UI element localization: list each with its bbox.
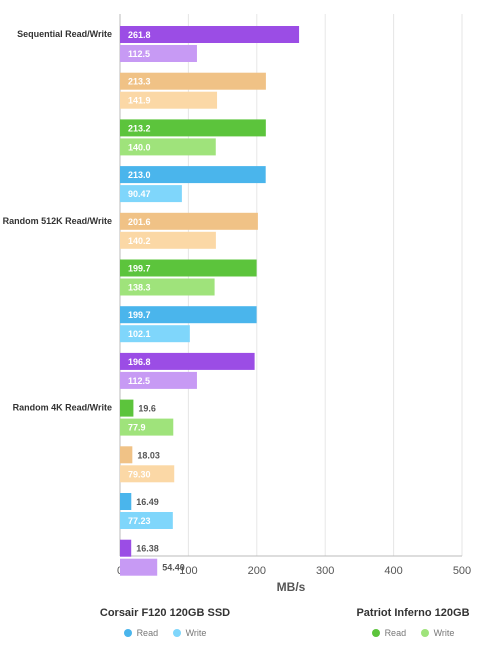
legend-dot-icon [123,629,132,637]
bar-value-label: 141.9 [128,96,151,106]
bar-read [120,493,132,510]
bar-value-label: 77.23 [128,516,151,526]
bar-write [120,185,182,203]
bar-value-label: 199.7 [128,310,151,320]
bar-value-label: 213.0 [128,170,151,180]
legend-label: Write [433,628,455,638]
bar-write [120,45,197,62]
bar-read [120,399,134,417]
bar-value-label: 140.2 [128,236,151,246]
bar-write [120,138,216,156]
legend-item-patriot-write[interactable]: Write [420,628,455,638]
legend-item-patriot-read[interactable]: Read [371,628,407,638]
bar-read [120,259,257,277]
bar-value-label: 102.1 [128,329,151,339]
legend-dot-icon [371,629,380,637]
bar-write [120,465,175,483]
bar-value-label: 112.5 [128,49,150,59]
x-tick-label: 500 [453,565,471,577]
legend-title-corsair: Corsair F120 120GB SSD [99,607,231,619]
bar-read [120,119,266,137]
legend-title-patriot: Patriot Inferno 120GB [356,607,470,619]
bar-write [120,418,174,436]
bar-read [120,26,300,43]
legend-patriot: Patriot Inferno 120GB Read Write [313,607,480,638]
bar-write [120,91,218,109]
bar-read [120,166,266,184]
bar-value-label: 54.40 [162,563,185,573]
category-label: Sequential Read/Write [17,29,112,39]
bar-write [120,371,197,389]
bar-value-label: 79.30 [128,469,151,479]
bar-value-label: 196.8 [128,357,151,367]
bar-value-label: 16.49 [136,497,159,507]
legend-label: Read [136,628,159,638]
legend-label: Read [384,628,407,638]
legend-corsair: Corsair F120 120GB SSD Read Write [65,607,265,638]
legend-label: Write [185,628,207,638]
bar-value-label: 19.6 [138,404,156,414]
category-label: Random 512K Read/Write [3,216,112,226]
bar-value-label: 213.2 [128,123,151,133]
bar-value-label: 201.6 [128,217,151,227]
bar-read [120,306,257,324]
bar-value-label: 112.5 [128,376,150,386]
x-tick-label: 400 [384,565,402,577]
bar-value-label: 16.38 [136,544,159,554]
legend-dot-icon [420,629,429,637]
bar-value-label: 213.3 [128,77,151,87]
bar-write [120,325,190,343]
x-tick-label: 300 [316,565,334,577]
bar-read [120,212,258,230]
bar-value-label: 90.47 [128,189,151,199]
bar-value-label: 140.0 [128,142,151,152]
bar-read [120,446,133,464]
bar-write [120,512,173,529]
bar-value-label: 77.9 [128,423,146,433]
bar-value-label: 199.7 [128,264,151,274]
legend-item-corsair-write[interactable]: Write [172,628,207,638]
x-tick-label: 200 [248,565,266,577]
bar-write [120,231,216,249]
bar-read [120,352,255,370]
bar-read [120,539,132,557]
legend-dot-icon [172,629,181,637]
x-axis-title: MB/s [277,580,306,594]
bar-read [120,72,266,90]
bar-write [120,278,215,296]
bar-value-label: 138.3 [128,283,151,293]
bar-write [120,558,158,576]
legend-item-corsair-read[interactable]: Read [123,628,159,638]
bar-value-label: 18.03 [137,450,160,460]
category-label: Random 4K Read/Write [13,403,112,413]
bar-value-label: 261.8 [128,30,151,40]
x-tick-label: 100 [179,565,197,577]
